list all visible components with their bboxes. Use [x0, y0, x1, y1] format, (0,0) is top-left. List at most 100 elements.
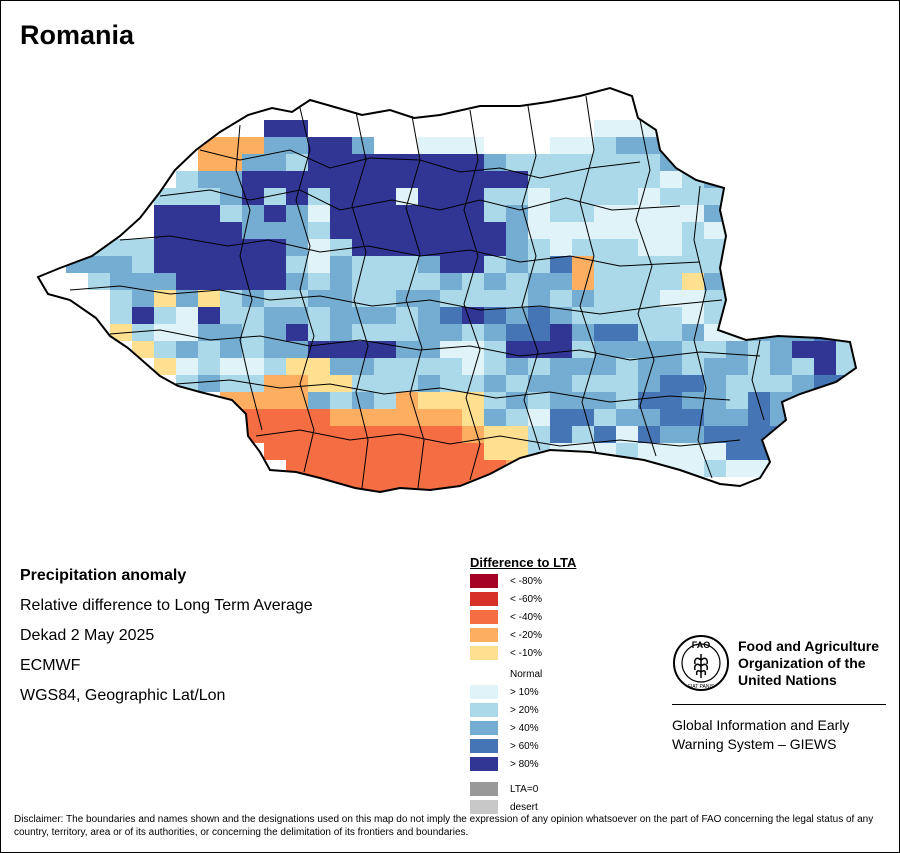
anomaly-cell — [440, 205, 462, 222]
legend-swatch — [470, 646, 498, 660]
anomaly-cell — [770, 443, 792, 460]
anomaly-cell — [880, 460, 900, 477]
anomaly-cell — [572, 358, 594, 375]
anomaly-cell — [506, 290, 528, 307]
anomaly-cell — [682, 239, 704, 256]
anomaly-cell — [814, 426, 836, 443]
anomaly-cell — [682, 188, 704, 205]
anomaly-cell — [418, 188, 440, 205]
anomaly-cell — [462, 273, 484, 290]
anomaly-cell — [352, 375, 374, 392]
anomaly-cell — [418, 392, 440, 409]
legend-item: Normal — [470, 667, 542, 681]
anomaly-cell — [726, 409, 748, 426]
anomaly-cell — [660, 358, 682, 375]
anomaly-cell — [528, 375, 550, 392]
anomaly-cell — [616, 460, 638, 477]
anomaly-cell — [726, 188, 748, 205]
region-border — [255, 429, 741, 447]
anomaly-cell — [484, 375, 506, 392]
anomaly-cell — [440, 341, 462, 358]
anomaly-cell — [726, 205, 748, 222]
anomaly-cell — [594, 171, 616, 188]
anomaly-cell — [154, 324, 176, 341]
anomaly-cell — [858, 460, 880, 477]
legend-swatch — [470, 757, 498, 771]
anomaly-cell — [836, 375, 856, 392]
anomaly-cell — [330, 171, 352, 188]
anomaly-cell — [528, 222, 550, 239]
anomaly-cell — [594, 426, 616, 443]
anomaly-cell — [880, 307, 900, 324]
anomaly-cell — [462, 239, 484, 256]
anomaly-cell — [660, 273, 682, 290]
anomaly-cell — [616, 205, 638, 222]
anomaly-cell — [440, 409, 462, 426]
anomaly-cell — [440, 222, 462, 239]
anomaly-cell — [616, 256, 638, 273]
anomaly-cell — [418, 137, 440, 154]
anomaly-cell — [242, 392, 264, 409]
anomaly-cell — [462, 256, 484, 273]
anomaly-cell — [418, 409, 440, 426]
legend-item: < -40% — [470, 610, 542, 624]
anomaly-cell — [242, 188, 264, 205]
anomaly-cell — [792, 239, 814, 256]
anomaly-cell — [572, 460, 594, 477]
anomaly-cell — [374, 392, 396, 409]
anomaly-cell — [594, 375, 616, 392]
anomaly-cell — [176, 205, 198, 222]
anomaly-cell — [528, 341, 550, 358]
anomaly-cell — [220, 222, 242, 239]
anomaly-cell — [682, 307, 704, 324]
anomaly-cell — [682, 256, 704, 273]
anomaly-cell — [572, 239, 594, 256]
anomaly-cell — [440, 494, 462, 511]
anomaly-cell — [286, 171, 308, 188]
anomaly-cell — [528, 477, 550, 492]
giews-line2: Warning System – GIEWS — [672, 736, 837, 752]
anomaly-cell — [638, 375, 660, 392]
anomaly-cell — [462, 222, 484, 239]
anomaly-cell — [550, 494, 572, 511]
anomaly-cell — [616, 222, 638, 239]
anomaly-cell — [704, 341, 726, 358]
legend-label: > 80% — [510, 758, 539, 770]
anomaly-cell — [660, 375, 682, 392]
anomaly-cell — [286, 477, 308, 492]
anomaly-cell — [242, 273, 264, 290]
anomaly-cell — [352, 426, 374, 443]
region-border — [521, 105, 541, 451]
anomaly-cell — [616, 324, 638, 341]
anomaly-cell — [308, 188, 330, 205]
anomaly-cell — [506, 188, 528, 205]
anomaly-cell — [440, 375, 462, 392]
anomaly-cell — [682, 341, 704, 358]
anomaly-cell — [462, 392, 484, 409]
anomaly-cell — [572, 273, 594, 290]
anomaly-cell — [198, 171, 220, 188]
anomaly-cell — [594, 477, 616, 492]
anomaly-cell — [814, 273, 836, 290]
anomaly-cell — [308, 171, 330, 188]
anomaly-cell — [770, 222, 792, 239]
anomaly-cell — [770, 290, 792, 307]
anomaly-cell — [220, 154, 242, 171]
legend-swatch — [470, 721, 498, 735]
anomaly-cell — [550, 375, 572, 392]
anomaly-cell — [352, 171, 374, 188]
legend-label: > 20% — [510, 704, 539, 716]
anomaly-cell — [638, 205, 660, 222]
anomaly-cell — [550, 137, 572, 154]
anomaly-cell — [154, 341, 176, 358]
anomaly-cell — [484, 477, 506, 492]
region-border — [109, 329, 761, 361]
anomaly-cell — [440, 137, 462, 154]
anomaly-cell — [242, 222, 264, 239]
anomaly-cell — [660, 307, 682, 324]
anomaly-cell — [374, 460, 396, 477]
anomaly-cell — [330, 324, 352, 341]
anomaly-cell — [308, 392, 330, 409]
anomaly-cell — [330, 256, 352, 273]
anomaly-cell — [418, 290, 440, 307]
